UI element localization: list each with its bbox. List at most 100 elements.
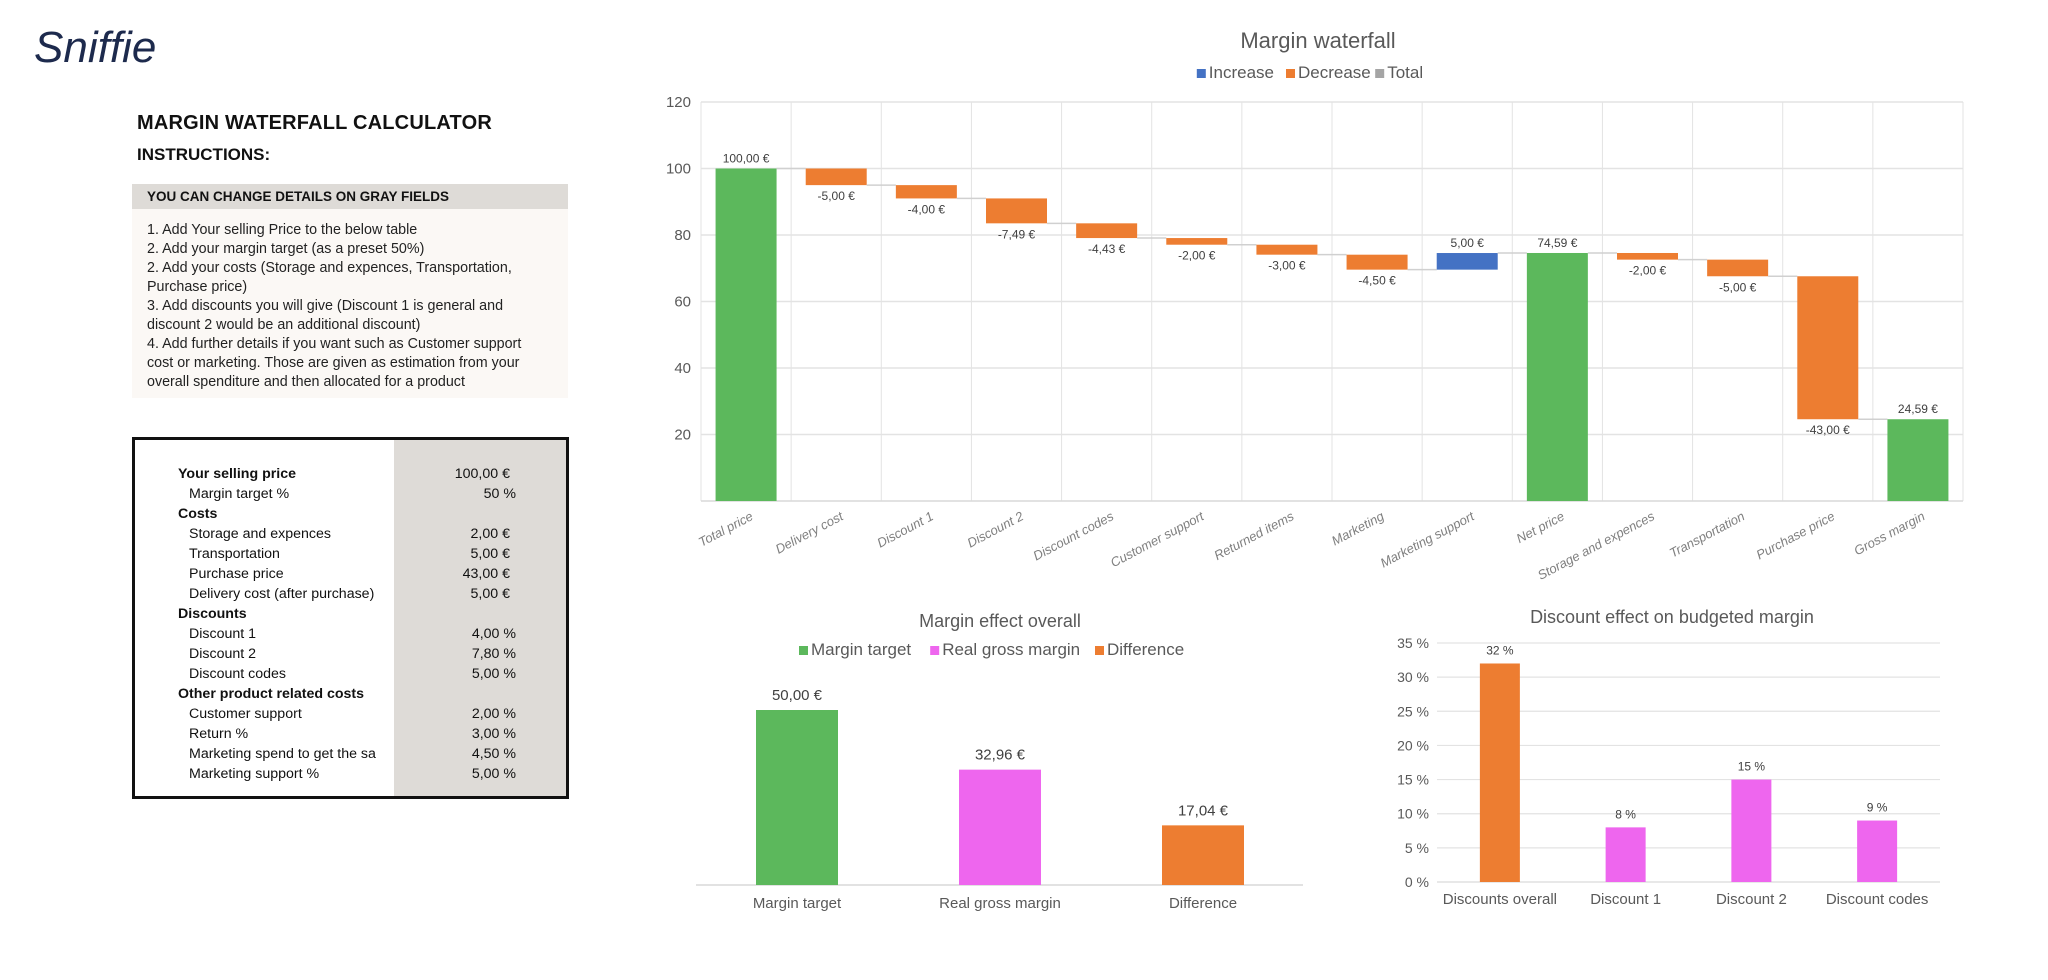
chart-title: Discount effect on budgeted margin [1530,607,1814,627]
data-label: -3,00 € [1268,259,1306,273]
waterfall-bar [1526,252,1588,501]
data-label: -2,00 € [1178,249,1216,263]
row-label: Delivery cost (after purchase) [189,586,375,602]
instruction-line: 2. Add your margin target (as a preset 5… [147,241,425,257]
row-value-input[interactable]: 4,00 % [471,626,516,642]
row-value-input[interactable]: 2,00 € [470,526,510,542]
row-label: Marketing spend to get the sa [189,746,376,762]
calculator-row: Transportation 5,00 € [135,544,566,564]
y-tick-label: 30 % [1397,669,1429,685]
row-label: Costs [178,506,218,522]
row-label: Customer support [189,706,302,722]
x-tick-label: Discount codes [1031,508,1117,563]
legend-swatch [1375,69,1385,78]
row-value-input[interactable]: 5,00 € [470,586,510,602]
calculator-row: Return % 3,00 % [135,724,566,744]
legend-swatch [1196,69,1206,78]
data-label: 24,59 € [1898,402,1938,416]
x-tick-label: Marketing support [1378,508,1478,571]
waterfall-bar [986,198,1047,224]
calculator-row: Costs [135,504,566,524]
waterfall-bar [1256,244,1318,255]
chart-title: Margin waterfall [1240,28,1395,53]
data-label: -4,50 € [1358,274,1396,288]
data-label: 32,96 € [975,747,1026,764]
instruction-line: Purchase price) [147,279,248,295]
data-label: -7,49 € [998,227,1036,241]
data-label: 32 % [1486,643,1514,657]
x-tick-label: Marketing [1329,508,1387,548]
y-tick-label: 80 [674,227,691,244]
chart-title: Margin effect overall [919,611,1081,631]
data-label: 15 % [1738,760,1766,774]
data-label: 17,04 € [1178,802,1229,819]
row-value-input[interactable]: 5,00 % [471,766,516,782]
waterfall-bar [895,185,957,199]
bar [1605,827,1646,882]
y-tick-label: 120 [666,94,691,111]
y-tick-label: 20 % [1397,737,1429,753]
x-tick-label: Discount codes [1826,891,1929,908]
calculator-table: Your selling price 100,00 € Margin target … [132,437,569,799]
row-value-input[interactable]: 2,00 % [471,706,516,722]
row-value-input[interactable]: 5,00 € [470,546,510,562]
x-tick-label: Transportation [1667,508,1747,560]
calculator-row: Your selling price 100,00 € [135,464,566,484]
calculator-row: Discount 1 4,00 % [135,624,566,644]
waterfall-bar [1346,254,1408,270]
calculator-row: Delivery cost (after purchase) 5,00 € [135,584,566,604]
waterfall-bar [1797,276,1859,420]
calculator-row: Discount 2 7,80 % [135,644,566,664]
waterfall-bar [1166,238,1228,245]
instruction-line: 1. Add Your selling Price to the below t… [147,222,418,238]
data-label: -5,00 € [1719,280,1757,294]
waterfall-bar [1076,223,1138,239]
sniffie-logo: Sniffie [34,23,156,72]
data-label: 8 % [1615,807,1636,821]
data-label: 74,59 € [1537,236,1577,250]
row-label: Discounts [178,606,247,622]
x-tick-label: Discount 1 [874,508,935,550]
bar [1731,779,1772,882]
y-tick-label: 15 % [1397,772,1429,788]
calculator-row: Marketing spend to get the sa 4,50 % [135,744,566,764]
x-tick-label: Returned items [1211,508,1296,563]
y-tick-label: 40 [674,360,691,377]
instruction-line: overall spenditure and then allocated fo… [147,374,465,390]
y-tick-label: 10 % [1397,806,1429,822]
instruction-line: 4. Add further details if you want such … [147,336,522,352]
data-label: -4,00 € [908,202,946,216]
instruction-line: cost or marketing. Those are given as es… [147,355,520,371]
row-value-input[interactable]: 50 % [483,486,516,502]
data-label: -4,43 € [1088,242,1126,256]
legend-label: Total [1387,63,1423,82]
row-label: Transportation [189,546,280,562]
logo-text: Sniffie [34,23,156,72]
x-tick-label: Real gross margin [939,895,1061,912]
instruction-line: discount 2 would be an additional discou… [147,317,421,333]
row-value-input[interactable]: 100,00 € [454,466,510,482]
x-tick-label: Discount 2 [1716,891,1787,908]
row-value-input[interactable]: 5,00 % [471,666,516,682]
row-value-input[interactable]: 43,00 € [462,566,510,582]
row-value-input[interactable]: 4,50 % [471,746,516,762]
row-value-input[interactable]: 7,80 % [471,646,516,662]
row-label: Purchase price [189,566,284,582]
data-label: -43,00 € [1806,423,1850,437]
legend-swatch [799,646,808,655]
data-label: 100,00 € [723,152,770,166]
row-label: Discount 2 [189,646,257,662]
calculator-row: Discounts [135,604,566,624]
legend-swatch [1095,646,1104,655]
row-value-input[interactable]: 3,00 % [471,726,516,742]
calculator-row: Margin target % 50 % [135,484,566,504]
row-label: Marketing support % [189,766,320,782]
legend-swatch [1286,69,1295,78]
instructions-box: 1. Add Your selling Price to the below t… [132,209,568,398]
x-tick-label: Total price [696,508,756,549]
y-tick-label: 60 [674,294,691,311]
legend-label: Decrease [1298,63,1371,82]
x-tick-label: Delivery cost [773,508,847,557]
x-tick-label: Margin target [753,895,842,912]
row-label: Margin target % [189,486,290,502]
